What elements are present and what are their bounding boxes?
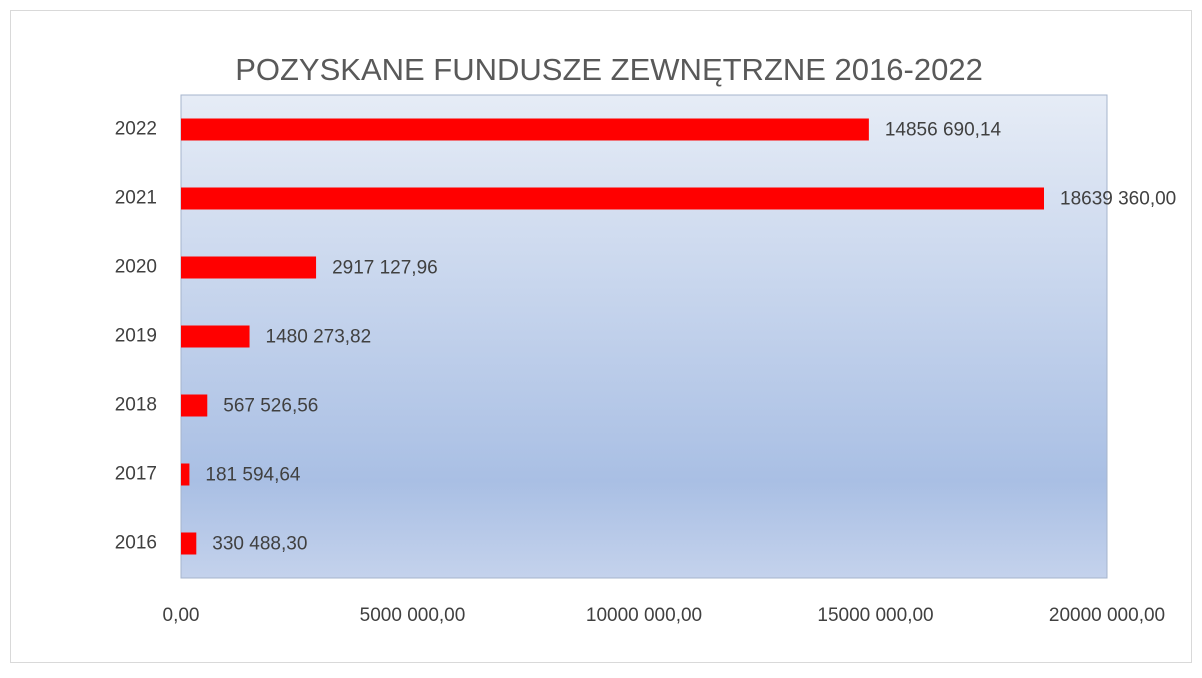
value-label: 567 526,56 (223, 396, 318, 417)
value-label: 181 594,64 (205, 465, 301, 486)
x-tick-label: 5000 000,00 (360, 605, 466, 626)
bar (181, 118, 869, 141)
bar (181, 394, 208, 417)
bar (181, 256, 317, 279)
value-label: 18639 360,00 (1060, 189, 1176, 210)
y-tick-label: 2019 (115, 326, 157, 347)
value-label: 2917 127,96 (332, 258, 438, 279)
plot-area (180, 94, 1108, 579)
y-tick-label: 2021 (115, 188, 157, 209)
x-tick-label: 10000 000,00 (586, 605, 702, 626)
y-tick-label: 2016 (115, 533, 157, 554)
bar (181, 532, 197, 555)
y-tick-label: 2022 (115, 119, 157, 140)
bar (181, 187, 1045, 210)
value-label: 1480 273,82 (266, 327, 372, 348)
x-tick-label: 0,00 (163, 605, 200, 626)
chart-title: POZYSKANE FUNDUSZE ZEWNĘTRZNE 2016-2022 (235, 52, 983, 87)
y-tick-label: 2017 (115, 464, 157, 485)
bar (181, 463, 190, 486)
value-label: 14856 690,14 (885, 120, 1002, 141)
bar (181, 325, 250, 348)
x-tick-label: 15000 000,00 (817, 605, 933, 626)
value-label: 330 488,30 (212, 534, 307, 555)
x-tick-label: 20000 000,00 (1049, 605, 1165, 626)
y-tick-label: 2018 (115, 395, 157, 416)
y-tick-label: 2020 (115, 257, 157, 278)
